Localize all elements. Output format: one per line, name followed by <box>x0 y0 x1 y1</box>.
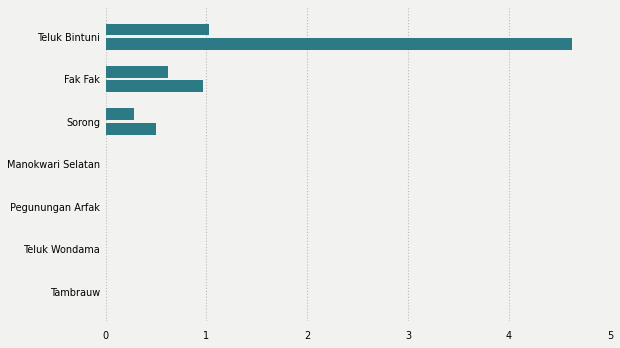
Bar <box>105 123 156 135</box>
Bar <box>105 109 134 120</box>
Bar <box>105 38 572 50</box>
Bar <box>105 66 168 78</box>
Bar <box>105 80 203 92</box>
Bar <box>105 24 208 35</box>
